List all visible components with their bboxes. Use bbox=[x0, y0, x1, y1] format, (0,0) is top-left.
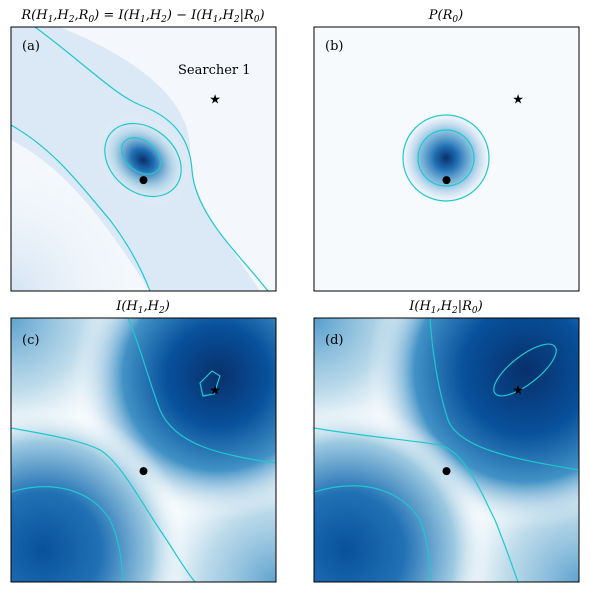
panel-b: P(R0) (b) ★ bbox=[313, 8, 580, 292]
panel-d-label: (d) bbox=[325, 333, 343, 348]
panel-c-star-marker: ★ bbox=[209, 383, 221, 398]
panel-c-contour-bl bbox=[11, 486, 124, 582]
panel-d-dot-marker bbox=[442, 467, 451, 476]
panel-b-title: P(R0) bbox=[428, 8, 463, 25]
panel-d-contour-bl bbox=[314, 485, 432, 582]
panel-d: I(H1,H2|R0) (d) ★ bbox=[313, 299, 580, 583]
panel-d-star-marker: ★ bbox=[512, 383, 524, 398]
panel-a-frame bbox=[10, 26, 277, 292]
panel-a-contour-outer bbox=[104, 122, 182, 198]
panel-c-contour-left bbox=[11, 427, 196, 582]
panel-c-contour-peak bbox=[199, 370, 221, 397]
panel-d-frame bbox=[313, 317, 580, 583]
panel-c: I(H1,H2) (c) ★ bbox=[10, 299, 277, 583]
panel-d-heatmap bbox=[314, 318, 579, 582]
panel-a-dot-marker bbox=[139, 176, 148, 185]
panel-a-label: (a) bbox=[22, 39, 40, 54]
panel-b-star-marker: ★ bbox=[512, 92, 524, 107]
panel-c-dot-marker bbox=[139, 467, 148, 476]
panel-b-frame bbox=[313, 26, 580, 292]
panel-a-contour-lower bbox=[11, 124, 151, 291]
panel-b-contour-outer bbox=[402, 114, 490, 202]
panel-a-annotation: Searcher 1 bbox=[178, 63, 251, 78]
panel-b-contour-inner bbox=[417, 129, 475, 187]
panel-d-contour-left bbox=[314, 427, 519, 582]
panel-c-label: (c) bbox=[22, 333, 39, 348]
panel-a: R(H1,H2,R0) = I(H1,H2) − I(H1,H2|R0) (a)… bbox=[10, 8, 277, 292]
panel-c-contour-tr bbox=[127, 318, 276, 464]
panel-c-frame bbox=[10, 317, 277, 583]
panel-d-title: I(H1,H2|R0) bbox=[408, 299, 482, 316]
panel-b-label: (b) bbox=[325, 39, 343, 54]
panel-a-contour-upper bbox=[34, 27, 269, 291]
panel-c-title: I(H1,H2) bbox=[115, 299, 170, 316]
panel-a-star-marker: ★ bbox=[209, 92, 221, 107]
panel-d-contour-tr bbox=[429, 318, 579, 471]
panel-b-dot-marker bbox=[442, 176, 451, 185]
panel-a-contour-inner bbox=[120, 137, 162, 175]
panel-a-title: R(H1,H2,R0) = I(H1,H2) − I(H1,H2|R0) bbox=[20, 8, 264, 25]
panel-c-heatmap bbox=[11, 318, 276, 582]
panel-b-heatmap bbox=[314, 27, 579, 291]
panel-d-contour-peak bbox=[493, 343, 557, 397]
panel-a-heatmap bbox=[11, 27, 276, 291]
